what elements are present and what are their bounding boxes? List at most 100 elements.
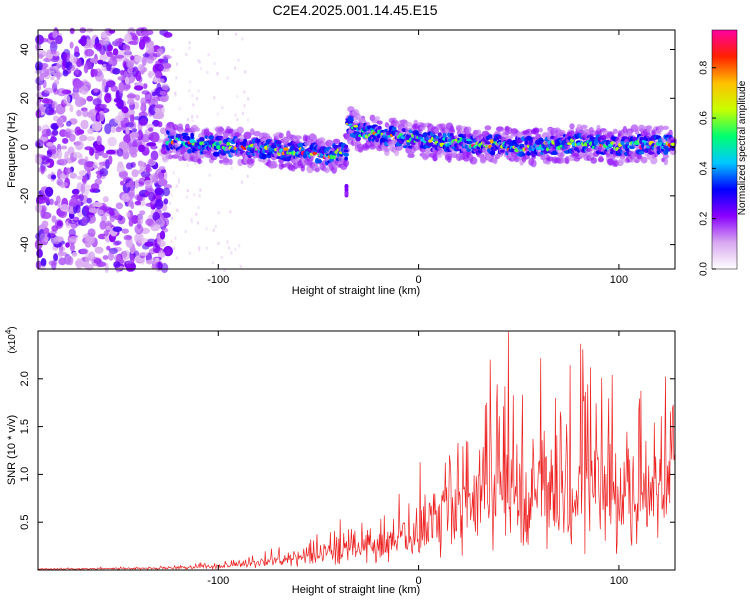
heatmap-cell [128,219,134,227]
heatmap-cell [64,128,72,139]
heatmap-cell [428,139,433,143]
heatmap-cell [199,188,202,192]
heatmap-cell [230,251,233,255]
heatmap-cell [90,183,100,191]
heatmap-cell [190,220,193,224]
heatmap-cell [82,175,87,185]
heatmap-cell [244,70,247,74]
heatmap-cell [64,255,73,266]
heatmap-cell [192,103,195,107]
heatmap-cell [154,199,164,210]
heatmap-cell [187,148,193,154]
heatmap-cell [115,126,122,133]
heatmap-cell [81,216,88,225]
heatmap-cell [118,82,125,93]
heatmap-cell [170,193,173,197]
heatmap-cell [170,55,173,59]
heatmap-cell [374,116,381,121]
heatmap-cell [294,135,302,140]
bottom-y-exponent: (x104) [4,326,19,353]
heatmap-cell [98,161,109,166]
heatmap-cell [43,103,53,108]
heatmap-cell [205,246,208,250]
heatmap-cell [404,121,413,128]
heatmap-cell [130,201,135,210]
heatmap-cell [104,123,112,135]
heatmap-cell [125,182,131,188]
heatmap-cell [229,210,232,214]
heatmap-cell [145,99,151,104]
heatmap-cell [160,262,169,274]
heatmap-cell [57,148,62,160]
heatmap-cell [619,157,626,164]
figure-title: C2E4.2025.001.14.45.E15 [272,2,437,18]
heatmap-cell [169,201,171,205]
heatmap-cell [92,98,102,106]
heatmap-cell [56,178,64,186]
heatmap-cell [170,239,173,243]
heatmap-cell [148,127,154,132]
heatmap-cell [94,246,104,254]
heatmap-cell [93,88,99,93]
heatmap-cell [69,104,74,113]
heatmap-cell [129,55,135,61]
heatmap-cell [162,187,171,197]
heatmap-cell [246,174,249,178]
heatmap-cell [343,159,349,167]
heatmap-cell [206,71,209,74]
heatmap-cell [198,248,201,252]
heatmap-cell [391,126,397,132]
heatmap-cell [102,196,109,203]
heatmap-cell [134,179,139,189]
heatmap-cell [50,131,55,140]
heatmap-cell [216,112,219,116]
heatmap-cell [146,259,153,265]
heatmap-cell [67,219,77,224]
heatmap-cell [158,78,165,83]
heatmap-cell [646,125,652,133]
heatmap-cell [155,71,162,79]
heatmap-cell [376,120,383,125]
heatmap-cell [145,163,151,173]
heatmap-cell [173,247,175,250]
heatmap-cell [112,226,123,232]
heatmap-cell [102,255,109,260]
heatmap-cell [137,129,143,141]
heatmap-cell [75,96,86,107]
heatmap-cell [80,183,86,194]
heatmap-cell [217,127,225,135]
snr-series-line [37,331,675,571]
colorbar-gradient [711,29,738,270]
heatmap-cell [353,124,359,128]
heatmap-cell [197,158,202,165]
heatmap-cell [59,173,66,180]
heatmap-cell [612,128,618,134]
heatmap-cell [39,233,50,241]
heatmap-cell [228,158,233,166]
heatmap-cell [212,228,215,232]
heatmap-cell [142,83,148,89]
heatmap-cell [108,29,116,34]
heatmap-cell [270,163,278,169]
heatmap-cell [131,169,139,178]
heatmap-cell [141,56,147,67]
heatmap-cell [49,198,54,206]
heatmap-cell [278,159,285,164]
heatmap-cell [223,269,226,272]
heatmap-cell [586,147,592,152]
heatmap-cell [278,132,284,139]
heatmap-cell [63,94,71,105]
heatmap-cell [194,161,197,165]
heatmap-cell [36,99,41,108]
heatmap-cell [492,157,498,164]
heatmap-cell [128,40,138,45]
heatmap-cell [144,179,153,187]
heatmap-cell [43,227,50,235]
colorbar-tick-label: 0.2 [699,211,710,225]
heatmap-cell [157,178,168,187]
heatmap-cell [36,248,43,258]
heatmap-cell [36,50,47,58]
heatmap-cell [185,53,188,56]
heatmap-cell [58,158,68,166]
heatmap-cell [41,211,52,220]
